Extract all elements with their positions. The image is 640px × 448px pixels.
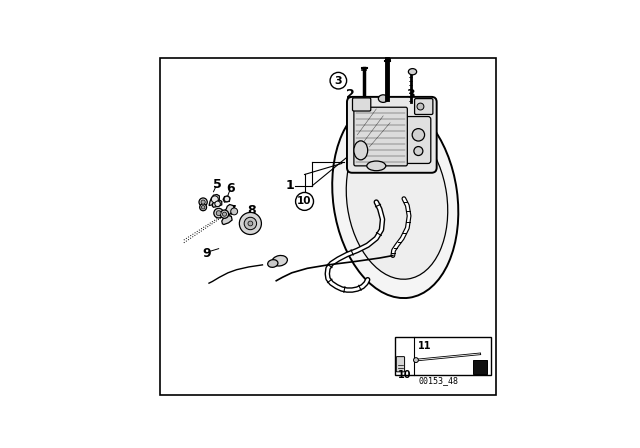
FancyBboxPatch shape [415,99,433,115]
Bar [396,337,491,375]
FancyBboxPatch shape [404,116,431,164]
Circle shape [330,73,347,89]
Circle shape [412,129,424,141]
Circle shape [244,217,257,230]
Ellipse shape [346,121,448,279]
Ellipse shape [332,99,458,298]
Circle shape [220,210,228,218]
Ellipse shape [354,141,367,160]
Text: 10: 10 [298,196,312,207]
Text: 2: 2 [346,88,355,101]
Circle shape [417,103,424,110]
Circle shape [224,196,230,202]
Circle shape [296,193,314,211]
Circle shape [215,201,220,207]
Text: 5: 5 [212,178,221,191]
Text: 8: 8 [247,204,256,217]
Ellipse shape [268,260,278,267]
Text: 9: 9 [202,247,211,260]
Circle shape [216,211,221,215]
FancyBboxPatch shape [353,98,371,111]
Polygon shape [221,215,232,224]
Circle shape [248,221,253,226]
Circle shape [413,358,419,362]
Polygon shape [223,196,230,202]
Circle shape [202,206,205,209]
Text: 11: 11 [419,341,432,351]
Ellipse shape [272,255,287,266]
Ellipse shape [367,161,386,171]
Circle shape [223,212,227,216]
FancyBboxPatch shape [354,107,407,166]
Circle shape [211,196,218,203]
Text: 00153_48: 00153_48 [419,376,458,385]
Circle shape [414,146,423,155]
Bar [473,360,488,374]
FancyBboxPatch shape [347,97,436,173]
Text: 3: 3 [335,76,342,86]
FancyBboxPatch shape [396,357,404,372]
Ellipse shape [378,95,388,103]
Circle shape [214,208,223,218]
Text: 1: 1 [285,179,294,192]
Polygon shape [223,204,234,219]
Text: 3: 3 [406,88,415,101]
Ellipse shape [408,69,417,75]
Polygon shape [209,194,220,206]
Polygon shape [212,200,221,207]
Circle shape [199,198,207,206]
Circle shape [231,208,237,215]
Text: 6: 6 [227,182,235,195]
Text: 7: 7 [227,204,236,217]
Circle shape [200,204,207,211]
Circle shape [201,200,205,204]
Text: 10: 10 [398,370,412,380]
Circle shape [239,212,261,234]
Text: 4: 4 [415,103,424,116]
